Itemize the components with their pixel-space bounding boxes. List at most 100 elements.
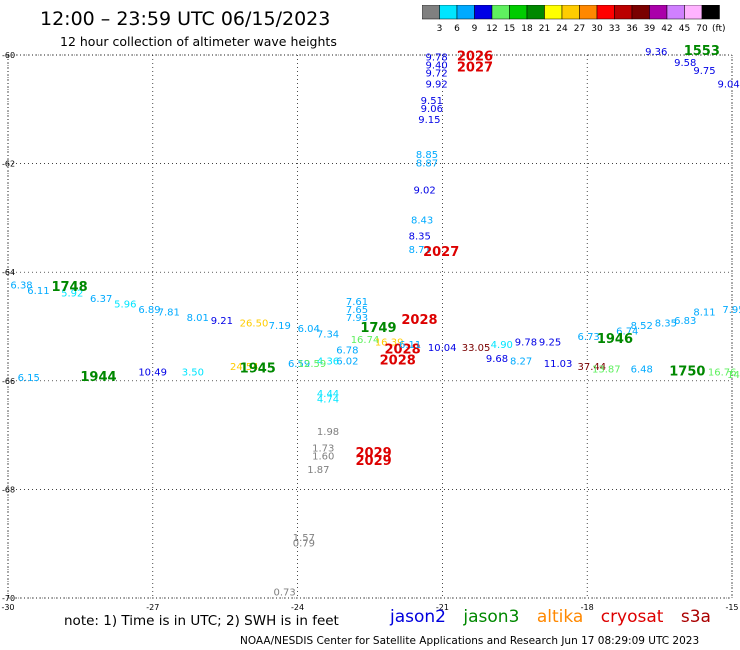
wave-height-reading: 6.04: [298, 324, 320, 335]
wave-height-reading: 6.11: [27, 286, 49, 297]
wave-height-reading: 8.35: [409, 232, 431, 243]
pass-time-label: 2028: [401, 313, 437, 328]
wave-height-reading: 37.44: [578, 362, 607, 373]
sat-s3a: s3a: [680, 607, 711, 627]
wave-height-reading: 9.02: [413, 185, 435, 196]
wave-height-reading: 9.75: [693, 66, 715, 77]
wave-height-reading: 13.87: [592, 365, 621, 376]
wave-height-reading: 9.92: [426, 80, 448, 91]
lat-label: -62: [2, 160, 15, 169]
pass-time-label: 1945: [240, 362, 276, 377]
scale-label: 70: [696, 24, 708, 34]
wave-height-reading: 7.81: [158, 308, 180, 319]
wave-height-reading: 7.93: [346, 313, 368, 324]
scale-swatch: [701, 5, 720, 20]
lat-label: -60: [2, 51, 15, 60]
wave-height-reading: 16.76: [708, 367, 737, 378]
lon-label: -15: [725, 603, 738, 612]
wave-height-reading: 4.44: [317, 389, 339, 400]
scale-label: 21: [539, 24, 550, 34]
lon-label: -27: [146, 603, 159, 612]
wave-height-reading: 1.87: [307, 465, 329, 476]
wave-height-reading: 0.79: [293, 538, 315, 549]
wave-height-reading: 0.73: [273, 587, 295, 598]
pass-time-label: 1748: [51, 280, 87, 295]
lon-label: -30: [1, 603, 14, 612]
wave-height-reading: 3.50: [182, 367, 204, 378]
map-title: 12:00 – 23:59 UTC 06/15/2023: [40, 8, 331, 30]
color-scale: 3 6 9 12 15 18 21 24 27 30 33 36 39 42 45 70 (ft): [422, 5, 726, 34]
wave-height-reading: 12.59: [298, 359, 327, 370]
scale-label: 27: [574, 24, 585, 34]
wave-height-reading: 6.48: [631, 365, 653, 376]
lat-label: -70: [2, 594, 15, 603]
wave-height-reading: 8.87: [416, 158, 438, 169]
pass-time-label: 2026: [457, 49, 493, 64]
wave-height-reading: 9.06: [421, 104, 443, 115]
wave-height-reading: 9.78: [426, 52, 448, 63]
scale-label: 9: [472, 24, 478, 34]
wave-height-reading: 8.01: [187, 313, 209, 324]
scale-label: 3: [437, 24, 443, 34]
sat-altika: altika: [536, 607, 584, 627]
wave-height-reading: 6.83: [674, 316, 696, 327]
wave-height-reading: 6.38: [10, 280, 32, 291]
wave-height-reading: 7.95: [722, 305, 740, 316]
wave-height-reading: 9.21: [211, 316, 233, 327]
scale-label: 24: [556, 24, 568, 34]
wave-height-reading: 1.60: [312, 452, 334, 463]
wave-height-reading: 1.98: [317, 427, 339, 438]
lat-label: -68: [2, 485, 15, 494]
wave-height-reading: 7.19: [269, 321, 291, 332]
wave-height-reading: 9.36: [645, 47, 667, 58]
wave-height-reading: 6.59: [288, 359, 310, 370]
pass-time-label: 2027: [423, 245, 459, 260]
wave-height-reading: 8.85: [416, 150, 438, 161]
wave-height-reading: 8.11: [693, 308, 715, 319]
scale-label: 6: [454, 24, 460, 34]
sat-jason2: jason2: [390, 607, 446, 627]
wave-height-reading: 9.15: [418, 115, 440, 126]
wave-height-reading: 9.40: [426, 61, 448, 72]
pass-time-label: 1750: [669, 364, 705, 379]
wave-height-reading: 6.89: [138, 305, 160, 316]
wave-height-reading: 9.04: [718, 80, 740, 91]
wave-height-reading: 6.15: [18, 373, 40, 384]
scale-label: 15: [504, 24, 515, 34]
wave-height-reading: 7.65: [346, 305, 368, 316]
scale-label: 42: [661, 24, 672, 34]
wave-height-reading: 1.57: [293, 533, 315, 544]
scale-label: 18: [521, 24, 533, 34]
wave-height-reading: 1.73: [312, 443, 334, 454]
wave-height-reading: 9.72: [426, 69, 448, 80]
lat-label: -64: [2, 268, 15, 277]
satellite-legend: jason2 jason3 altika cryosat s3a: [390, 607, 723, 627]
scale-label: 36: [626, 24, 638, 34]
wave-height-reading: 16.74: [351, 335, 380, 346]
wave-height-reading: 4.74: [317, 395, 339, 406]
wave-height-reading: 33.05: [462, 343, 491, 354]
wave-height-reading: 4.90: [491, 340, 513, 351]
wave-height-reading: 6.74: [616, 327, 638, 338]
wave-height-reading: 6.02: [336, 357, 358, 368]
pass-time-label: 1944: [80, 370, 116, 385]
wave-height-reading: 7.34: [317, 329, 339, 340]
wave-height-reading: 5.92: [61, 289, 83, 300]
wave-height-reading: 8.43: [411, 215, 433, 226]
lon-label: -18: [581, 603, 594, 612]
pass-time-label: 2029: [356, 446, 392, 461]
wave-height-reading: 8.71: [409, 245, 431, 256]
wave-height-reading: 26.50: [240, 319, 269, 330]
wave-height-reading: 10.49: [138, 367, 167, 378]
scale-label: 12: [486, 24, 497, 34]
scale-unit: (ft): [712, 24, 726, 34]
wave-height-reading: 5.96: [114, 299, 136, 310]
credit-line: NOAA/NESDIS Center for Satellite Applica…: [240, 635, 700, 647]
pass-time-label: 1553: [684, 44, 720, 59]
lon-label: -21: [436, 603, 449, 612]
wave-height-reading: 4.36: [317, 357, 339, 368]
pass-time-label: 1749: [360, 321, 396, 336]
wave-height-reading: 11.03: [544, 359, 573, 370]
scale-label: 33: [609, 24, 620, 34]
